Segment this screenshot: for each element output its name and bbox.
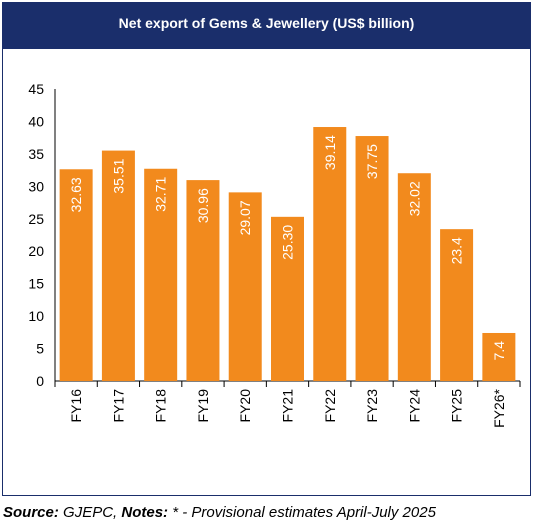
y-tick-label: 5 xyxy=(36,341,44,357)
data-label: 32.02 xyxy=(406,181,422,216)
x-tick-label: FY19 xyxy=(195,389,211,423)
bar xyxy=(355,136,389,381)
x-tick-label: FY22 xyxy=(322,389,338,423)
y-tick-label: 35 xyxy=(28,146,44,162)
y-tick-label: 25 xyxy=(28,211,44,227)
bar xyxy=(59,169,93,381)
data-label: 37.75 xyxy=(364,144,380,179)
bar xyxy=(101,150,135,381)
y-tick-label: 40 xyxy=(28,113,44,129)
footer-note: Source: GJEPC, Notes: * - Provisional es… xyxy=(3,504,436,521)
bar xyxy=(482,332,516,381)
y-tick-label: 20 xyxy=(28,243,44,259)
bar xyxy=(271,216,304,381)
y-tick-label: 0 xyxy=(36,373,44,389)
data-label: 39.14 xyxy=(322,135,338,170)
data-label: 29.07 xyxy=(237,200,253,235)
y-tick-label: 10 xyxy=(28,308,44,324)
bar xyxy=(186,180,220,381)
y-tick-label: 30 xyxy=(28,178,44,194)
bar-chart: 0 5 10 15 20 25 30 35 40 45 32.63 FY16 35.51 FY17 32.7… xyxy=(28,81,521,428)
x-tick-label: FY23 xyxy=(364,389,380,423)
chart-frame: Net export of Gems & Jewellery (US$ bill… xyxy=(2,2,531,496)
bar xyxy=(397,173,431,381)
notes-label: Notes: xyxy=(121,504,169,521)
x-tick-label: FY18 xyxy=(153,389,169,423)
x-tick-label: FY16 xyxy=(68,389,84,423)
y-tick-label: 45 xyxy=(28,81,44,97)
data-label: 25.30 xyxy=(280,225,296,260)
data-label: 35.51 xyxy=(110,158,126,193)
bar xyxy=(313,127,347,381)
source-value: GJEPC, xyxy=(58,504,122,521)
bar xyxy=(440,229,474,381)
x-tick-label: FY20 xyxy=(237,389,253,423)
x-tick-label: FY26* xyxy=(491,388,507,427)
data-label: 32.63 xyxy=(68,177,84,212)
data-label: 23.4 xyxy=(449,237,465,264)
bar xyxy=(228,192,262,381)
x-tick-label: FY17 xyxy=(110,389,126,423)
chart-title: Net export of Gems & Jewellery (US$ bill… xyxy=(3,3,530,49)
data-label: 7.4 xyxy=(491,341,507,361)
x-tick-label: FY25 xyxy=(449,389,465,423)
source-label: Source: xyxy=(3,504,59,521)
bar xyxy=(144,168,178,381)
notes-value: * - Provisional estimates April-July 202… xyxy=(168,504,436,521)
y-tick-label: 15 xyxy=(28,276,44,292)
x-tick-label: FY24 xyxy=(406,389,422,423)
data-label: 30.96 xyxy=(195,188,211,223)
data-label: 32.71 xyxy=(153,177,169,212)
x-tick-label: FY21 xyxy=(280,389,296,423)
